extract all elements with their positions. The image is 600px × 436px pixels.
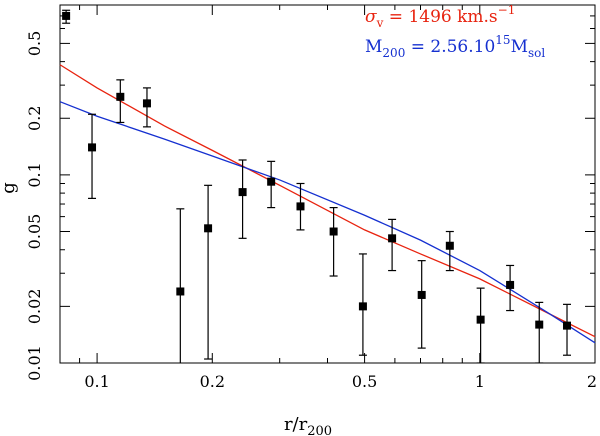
legend-red-mid: = 1496 km.s xyxy=(383,7,497,27)
legend-blue-post: M xyxy=(511,37,528,57)
plot-frame xyxy=(59,4,596,364)
data-point xyxy=(535,320,544,329)
y-tick-label: 0.01 xyxy=(25,345,44,381)
x-tick-label: 2 xyxy=(587,372,597,391)
legend: σv = 1496 km.s−1 M200 = 2.56.1015Msol xyxy=(365,3,545,60)
x-axis-title: r/r200 xyxy=(284,414,332,436)
legend-red-sup: −1 xyxy=(498,3,516,17)
data-point xyxy=(563,321,572,330)
data-point xyxy=(506,280,515,289)
x-axis-title-main: r/r xyxy=(284,414,308,435)
data-point xyxy=(476,315,485,324)
m200-curve xyxy=(59,101,596,344)
data-point xyxy=(267,177,276,186)
sigma-v-curve xyxy=(59,64,596,338)
x-tick-label: 1 xyxy=(475,372,485,391)
legend-red-sym: σ xyxy=(365,7,377,27)
data-point xyxy=(358,302,367,311)
legend-blue-label: M200 = 2.56.1015Msol xyxy=(365,33,545,60)
data-point xyxy=(445,241,454,250)
legend-blue-pre: M xyxy=(365,37,382,57)
data-point xyxy=(116,92,125,101)
data-point xyxy=(176,287,185,296)
x-tick-label: 0.1 xyxy=(84,372,109,391)
axis-ticks xyxy=(59,4,596,364)
y-tick-label: 0.2 xyxy=(25,106,44,131)
y-tick-label: 0.05 xyxy=(25,214,44,250)
data-point xyxy=(238,188,247,197)
data-point xyxy=(296,202,305,211)
legend-red-label: σv = 1496 km.s−1 xyxy=(365,3,515,30)
y-tick-label: 0.1 xyxy=(25,162,44,187)
y-tick-label: 0.5 xyxy=(25,31,44,56)
data-point xyxy=(204,224,213,233)
legend-blue-sub2: sol xyxy=(528,46,545,60)
data-point xyxy=(417,290,426,299)
x-tick-label: 0.2 xyxy=(200,372,225,391)
legend-blue-mid: = 2.56.10 xyxy=(405,37,495,57)
tick-labels: 0.1 0.2 0.5 1 2 0.01 0.02 0.05 0.1 0.2 0.5 xyxy=(25,31,597,391)
x-tick-label: 0.5 xyxy=(352,372,377,391)
data-point xyxy=(142,99,151,108)
legend-blue-sub: 200 xyxy=(382,46,405,60)
y-axis-title: g xyxy=(0,182,19,194)
legend-red-sub: v xyxy=(376,16,384,30)
data-points xyxy=(62,9,572,363)
legend-blue-sup: 15 xyxy=(495,33,510,47)
y-tick-label: 0.02 xyxy=(25,289,44,325)
model-curves xyxy=(59,64,596,344)
data-point xyxy=(88,143,97,152)
data-point xyxy=(62,11,71,20)
data-point xyxy=(388,234,397,243)
x-axis-title-sub: 200 xyxy=(307,424,332,436)
data-point xyxy=(329,227,338,236)
